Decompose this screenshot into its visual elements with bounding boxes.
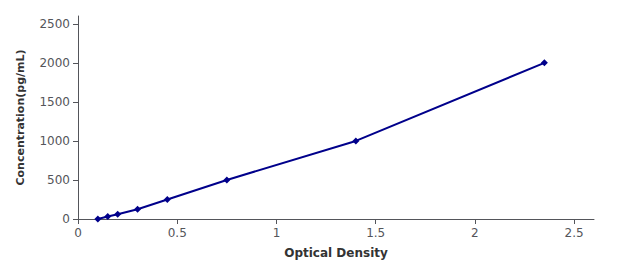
- svg-text:0: 0: [74, 226, 82, 240]
- svg-text:500: 500: [47, 173, 70, 187]
- svg-text:2000: 2000: [39, 56, 70, 70]
- svg-text:2: 2: [471, 226, 479, 240]
- svg-text:1.5: 1.5: [366, 226, 385, 240]
- svg-text:0: 0: [62, 212, 70, 226]
- svg-text:1: 1: [273, 226, 281, 240]
- svg-text:1000: 1000: [39, 134, 70, 148]
- svg-text:1500: 1500: [39, 95, 70, 109]
- svg-text:Optical Density: Optical Density: [284, 246, 388, 260]
- svg-text:2500: 2500: [39, 17, 70, 31]
- svg-text:2.5: 2.5: [565, 226, 584, 240]
- svg-text:Concentration(pg/mL): Concentration(pg/mL): [14, 49, 27, 185]
- svg-text:0.5: 0.5: [168, 226, 187, 240]
